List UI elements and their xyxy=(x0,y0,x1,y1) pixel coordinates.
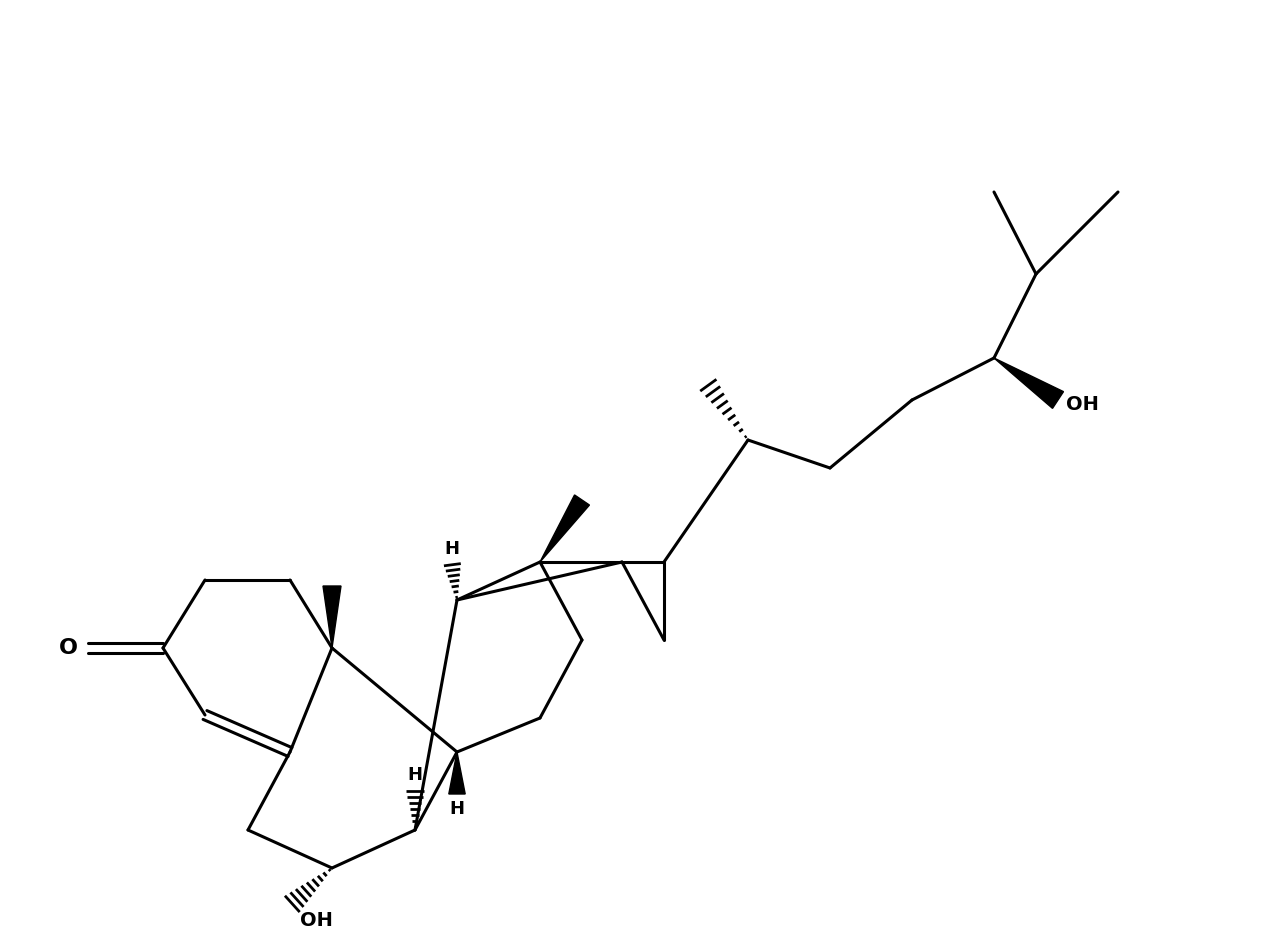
Text: O: O xyxy=(59,638,78,658)
Text: H: H xyxy=(407,766,422,784)
Polygon shape xyxy=(324,586,342,648)
Polygon shape xyxy=(994,358,1063,408)
Text: H: H xyxy=(449,800,465,818)
Text: OH: OH xyxy=(300,911,333,930)
Polygon shape xyxy=(449,752,465,794)
Polygon shape xyxy=(541,495,589,562)
Text: OH: OH xyxy=(1066,395,1099,414)
Text: H: H xyxy=(444,540,460,558)
